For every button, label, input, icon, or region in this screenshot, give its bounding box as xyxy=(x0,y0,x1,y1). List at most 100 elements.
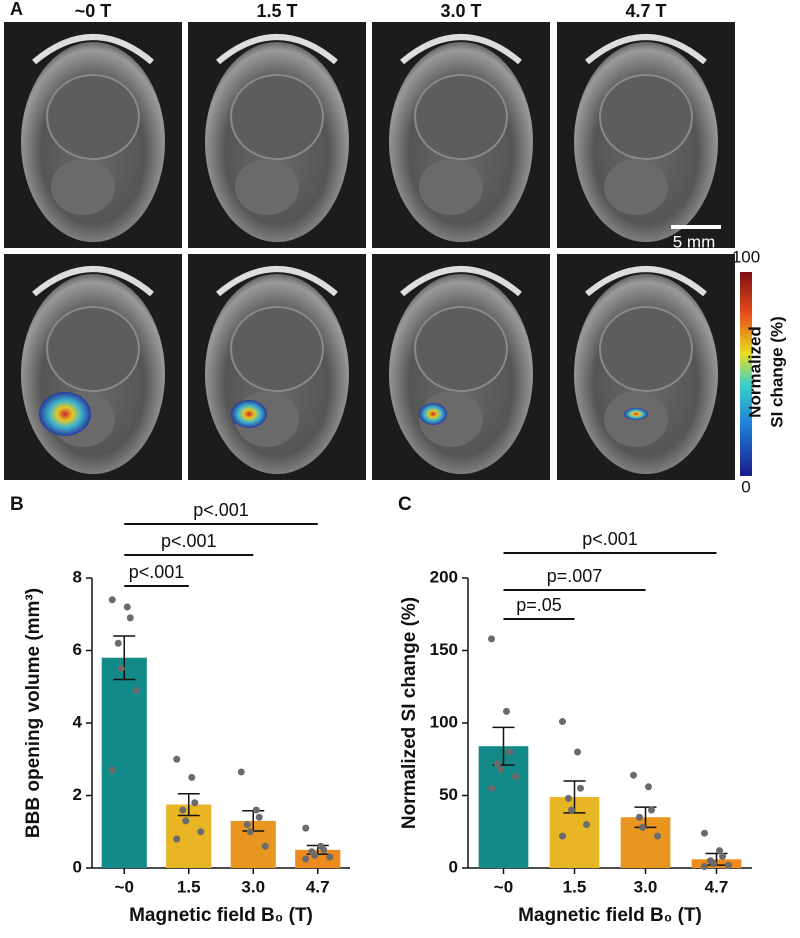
y-tick-label: 100 xyxy=(430,712,458,731)
column-header: 1.5 T xyxy=(256,1,297,21)
skull xyxy=(32,266,154,297)
data-point xyxy=(701,829,708,837)
data-point xyxy=(197,828,205,836)
data-point xyxy=(114,639,122,647)
data-point xyxy=(188,773,196,781)
data-point xyxy=(302,855,310,863)
data-point xyxy=(302,824,310,832)
brain-region xyxy=(230,306,324,392)
data-point xyxy=(639,823,646,831)
data-point xyxy=(574,748,581,756)
skull xyxy=(585,266,707,297)
heat-overlay xyxy=(39,392,91,436)
data-point xyxy=(123,603,131,611)
mri-images xyxy=(4,22,735,480)
x-axis-title: Magnetic field B₀ (T) xyxy=(129,905,313,926)
data-point xyxy=(326,853,334,861)
colorbar xyxy=(740,272,752,476)
heat-overlay xyxy=(419,403,447,425)
data-point xyxy=(488,635,495,643)
y-tick-label: 0 xyxy=(449,857,458,876)
colorbar-max: 100 xyxy=(732,247,760,266)
x-tick-label: 3.0 xyxy=(634,877,658,896)
p-value: p<.001 xyxy=(582,529,638,549)
y-tick-label: 4 xyxy=(73,712,83,731)
p-value: p=.007 xyxy=(547,566,603,586)
data-point xyxy=(630,771,637,779)
data-point xyxy=(255,813,263,821)
brain-region xyxy=(419,159,483,215)
data-point xyxy=(173,835,181,843)
y-axis-title: BBB opening volume (mm³) xyxy=(23,588,44,838)
data-point xyxy=(117,665,125,673)
data-point xyxy=(654,832,661,840)
x-tick-label: 4.7 xyxy=(705,877,729,896)
x-tick-label: 1.5 xyxy=(563,877,587,896)
x-tick-label: ~0 xyxy=(115,877,134,896)
x-tick-label: ~0 xyxy=(494,877,513,896)
heat-overlay xyxy=(231,400,267,428)
heat-overlay xyxy=(624,408,648,420)
data-point xyxy=(577,784,584,792)
brain-region xyxy=(46,74,140,160)
brain-region xyxy=(414,74,508,160)
scale-bar-label: 5 mm xyxy=(673,232,716,251)
p-value: p<.001 xyxy=(161,531,217,551)
panel-label: B xyxy=(10,494,24,515)
data-point xyxy=(237,768,245,776)
colorbar-min: 0 xyxy=(741,477,750,496)
brain-region xyxy=(414,306,508,392)
data-point xyxy=(179,806,187,814)
brain-region xyxy=(235,159,299,215)
data-point xyxy=(191,799,199,807)
x-axis-title: Magnetic field B₀ (T) xyxy=(518,905,702,926)
bar xyxy=(101,657,147,868)
data-point xyxy=(246,828,254,836)
skull xyxy=(216,34,338,65)
bar xyxy=(478,746,529,868)
data-point xyxy=(716,847,723,855)
data-point xyxy=(648,806,655,814)
data-point xyxy=(645,783,652,791)
p-value: p<.001 xyxy=(193,500,249,520)
y-tick-label: 0 xyxy=(73,857,82,876)
data-point xyxy=(182,817,190,825)
y-tick-label: 150 xyxy=(430,640,458,659)
p-value: p=.05 xyxy=(516,595,562,615)
skull xyxy=(32,34,154,65)
data-point xyxy=(710,860,717,868)
data-point xyxy=(725,861,732,869)
data-point xyxy=(173,755,181,763)
data-point xyxy=(261,842,269,850)
x-tick-label: 3.0 xyxy=(241,877,265,896)
data-point xyxy=(494,760,501,768)
data-point xyxy=(311,851,319,859)
y-tick-label: 50 xyxy=(439,785,458,804)
data-point xyxy=(488,784,495,792)
data-point xyxy=(132,686,140,694)
skull xyxy=(400,266,522,297)
data-point xyxy=(512,773,519,781)
skull xyxy=(400,34,522,65)
brain-region xyxy=(599,306,693,392)
data-point xyxy=(701,863,708,871)
brain-region xyxy=(604,159,668,215)
data-point xyxy=(108,596,116,604)
data-point xyxy=(559,832,566,840)
colorbar-label: Normalized xyxy=(745,326,764,418)
data-point xyxy=(108,766,116,774)
data-point xyxy=(503,707,510,715)
skull xyxy=(585,34,707,65)
data-point xyxy=(252,806,260,814)
panel-label: A xyxy=(10,0,23,19)
skull xyxy=(216,266,338,297)
brain-region xyxy=(230,74,324,160)
brain-region xyxy=(51,159,115,215)
column-header: 4.7 T xyxy=(625,1,666,21)
panel-label: C xyxy=(398,494,412,515)
y-tick-label: 200 xyxy=(430,567,458,586)
y-axis-title: Normalized SI change (%) xyxy=(399,597,420,829)
colorbar-label: SI change (%) xyxy=(767,316,786,427)
data-point xyxy=(126,614,134,622)
